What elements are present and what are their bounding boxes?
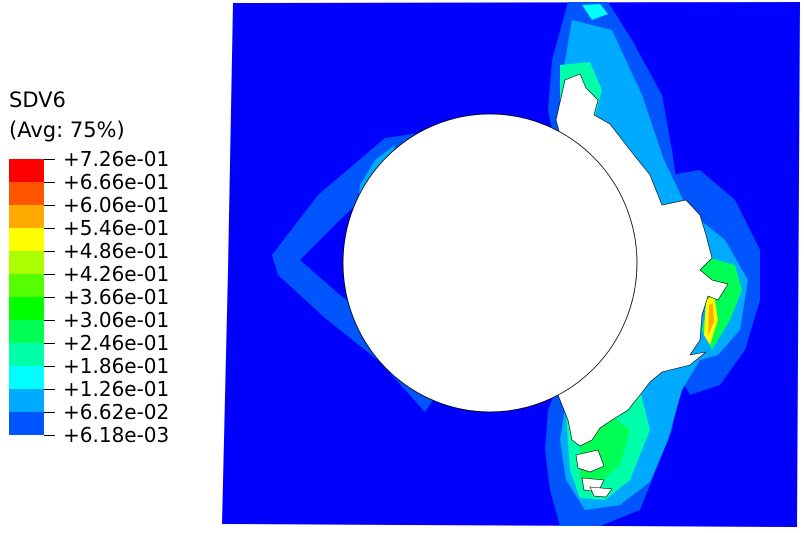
legend-swatch-7 xyxy=(9,297,44,320)
legend-tick-3 xyxy=(44,205,55,206)
eroded-fragment-1 xyxy=(575,449,605,473)
legend-tick-13 xyxy=(44,435,55,436)
eroded-fragment-3 xyxy=(589,486,613,498)
legend-label-6: +4.26e-01 xyxy=(63,262,170,286)
legend-tick-6 xyxy=(44,274,55,275)
contour-legend: SDV6 (Avg: 75%) +7.26e-01 +6.66e-01 +6.0… xyxy=(0,0,230,533)
legend-label-9: +2.46e-01 xyxy=(63,331,170,355)
legend-swatch-3 xyxy=(9,205,44,228)
legend-label-1: +7.26e-01 xyxy=(63,147,170,171)
legend-label-10: +1.86e-01 xyxy=(63,354,170,378)
legend-tick-4 xyxy=(44,228,55,229)
legend-label-8: +3.06e-01 xyxy=(63,308,170,332)
damage-band-orange xyxy=(708,303,714,336)
legend-averaging-note: (Avg: 75%) xyxy=(9,118,125,142)
legend-tick-7 xyxy=(44,297,55,298)
legend-swatch-11 xyxy=(9,389,44,412)
legend-swatch-2 xyxy=(9,182,44,205)
legend-tick-12 xyxy=(44,412,55,413)
legend-swatch-10 xyxy=(9,366,44,389)
legend-swatch-1 xyxy=(9,159,44,182)
legend-label-5: +4.86e-01 xyxy=(63,239,170,263)
legend-label-12: +6.62e-02 xyxy=(63,400,170,424)
hole xyxy=(342,113,638,413)
legend-label-3: +6.06e-01 xyxy=(63,193,170,217)
legend-variable-name: SDV6 xyxy=(9,88,66,112)
legend-swatch-9 xyxy=(9,343,44,366)
legend-tick-10 xyxy=(44,366,55,367)
legend-swatch-8 xyxy=(9,320,44,343)
legend-tick-11 xyxy=(44,389,55,390)
legend-label-7: +3.66e-01 xyxy=(63,285,170,309)
legend-tick-9 xyxy=(44,343,55,344)
legend-tick-8 xyxy=(44,320,55,321)
damage-band-cyan-top xyxy=(582,4,608,20)
legend-tick-1 xyxy=(44,159,55,160)
legend-swatch-4 xyxy=(9,228,44,251)
legend-label-11: +1.26e-01 xyxy=(63,377,170,401)
legend-swatch-5 xyxy=(9,251,44,274)
legend-label-4: +5.46e-01 xyxy=(63,216,170,240)
legend-tick-2 xyxy=(44,182,55,183)
legend-label-13: +6.18e-03 xyxy=(63,423,170,447)
legend-label-2: +6.66e-01 xyxy=(63,170,170,194)
legend-tick-5 xyxy=(44,251,55,252)
legend-swatch-6 xyxy=(9,274,44,297)
legend-swatch-12 xyxy=(9,412,44,435)
